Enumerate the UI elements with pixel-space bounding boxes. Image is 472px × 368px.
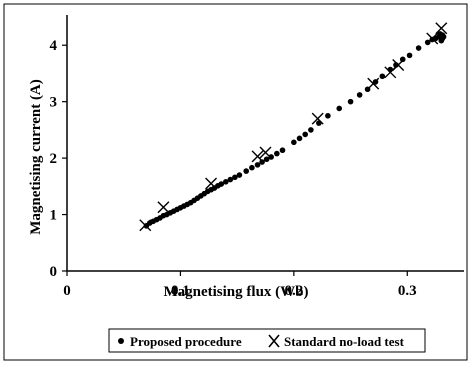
figure-frame [3, 3, 468, 361]
data-point-proposed [218, 181, 225, 187]
y-tick-labels: 0 1 2 3 4 [50, 38, 58, 280]
data-point-proposed [336, 105, 343, 112]
series-dot [143, 31, 447, 229]
data-point-proposed [227, 176, 234, 183]
data-point-proposed [274, 150, 280, 157]
y-axis-label: Magnetising current (A) [28, 79, 44, 235]
legend-cross-icon [268, 334, 280, 348]
data-point-proposed [279, 147, 286, 154]
x-tick-label: 0 [63, 283, 71, 299]
data-point-proposed [325, 112, 331, 119]
data-point-proposed [415, 45, 422, 51]
data-point-standard [311, 112, 324, 125]
data-point-proposed [399, 56, 406, 63]
legend-label-standard: Standard no-load test [284, 334, 405, 349]
x-tick-labels: 0 0.1 0.2 0.3 [63, 283, 416, 299]
data-point-standard [367, 77, 380, 90]
legend-box [108, 328, 426, 353]
data-point-proposed [259, 159, 265, 165]
legend-label-proposed: Proposed procedure [130, 334, 242, 349]
y-tick-label: 3 [50, 95, 58, 111]
y-tick-label: 2 [50, 151, 58, 167]
x-tick-label: 0.2 [284, 283, 303, 299]
data-point-proposed [236, 172, 243, 178]
data-point-standard [139, 219, 152, 232]
x-tick-label: 0.1 [171, 283, 190, 299]
data-point-proposed [308, 127, 314, 133]
data-point-proposed [302, 131, 309, 138]
data-point-standard [259, 146, 272, 159]
data-point-standard [205, 177, 218, 190]
data-point-proposed [406, 52, 413, 59]
data-point-proposed [243, 168, 250, 174]
data-point-proposed [223, 179, 229, 185]
axis-ticks [62, 44, 408, 276]
data-series [139, 22, 448, 232]
data-point-standard [251, 150, 264, 163]
legend: Proposed procedure Standard no-load test [108, 328, 426, 353]
y-tick-label: 0 [50, 264, 58, 280]
data-point-proposed [232, 174, 238, 181]
data-point-proposed [249, 164, 255, 171]
data-point-proposed [291, 139, 297, 146]
data-point-proposed [296, 135, 303, 142]
data-point-proposed [263, 156, 270, 163]
data-point-standard [435, 22, 448, 35]
y-tick-label: 4 [50, 38, 58, 54]
data-point-proposed [254, 162, 261, 168]
series-cross [139, 22, 448, 232]
data-point-standard [157, 201, 170, 214]
data-point-standard [392, 58, 405, 71]
data-point-standard [426, 32, 439, 45]
data-point-proposed [347, 98, 354, 105]
data-point-proposed [379, 73, 386, 80]
data-point-proposed [440, 33, 447, 40]
data-point-proposed [268, 154, 274, 160]
x-axis-label: Magnetising flux (Wb) [163, 284, 308, 300]
legend-dot-icon [118, 338, 124, 344]
data-point-proposed [356, 92, 363, 98]
y-tick-label: 1 [50, 208, 58, 224]
x-tick-label: 0.3 [398, 283, 417, 299]
